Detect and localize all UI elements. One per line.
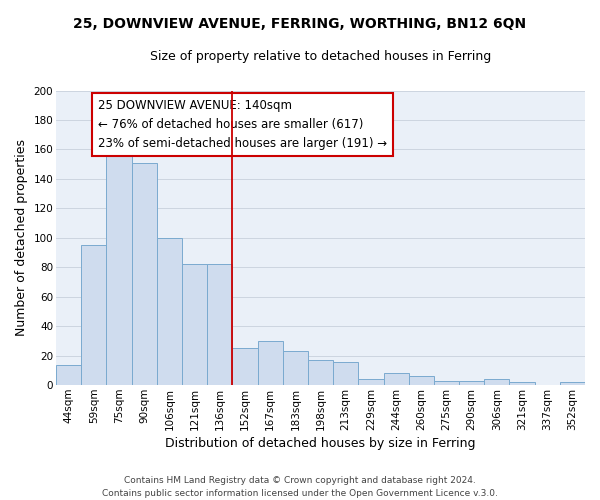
Bar	[308, 360, 333, 385]
Text: 25, DOWNVIEW AVENUE, FERRING, WORTHING, BN12 6QN: 25, DOWNVIEW AVENUE, FERRING, WORTHING, …	[73, 18, 527, 32]
Bar	[131, 162, 157, 385]
Title: Size of property relative to detached houses in Ferring: Size of property relative to detached ho…	[150, 50, 491, 63]
Bar	[358, 380, 383, 385]
Bar	[560, 382, 585, 385]
Text: 25 DOWNVIEW AVENUE: 140sqm
← 76% of detached houses are smaller (617)
23% of sem: 25 DOWNVIEW AVENUE: 140sqm ← 76% of deta…	[98, 100, 388, 150]
Bar	[56, 364, 81, 385]
Bar	[459, 380, 484, 385]
Bar	[333, 362, 358, 385]
Bar	[106, 152, 131, 385]
Bar	[182, 264, 207, 385]
Bar	[383, 374, 409, 385]
Bar	[157, 238, 182, 385]
X-axis label: Distribution of detached houses by size in Ferring: Distribution of detached houses by size …	[165, 437, 476, 450]
Bar	[434, 380, 459, 385]
Text: Contains HM Land Registry data © Crown copyright and database right 2024.
Contai: Contains HM Land Registry data © Crown c…	[102, 476, 498, 498]
Bar	[409, 376, 434, 385]
Bar	[81, 245, 106, 385]
Bar	[232, 348, 257, 385]
Bar	[484, 380, 509, 385]
Bar	[257, 341, 283, 385]
Y-axis label: Number of detached properties: Number of detached properties	[15, 140, 28, 336]
Bar	[509, 382, 535, 385]
Bar	[283, 352, 308, 385]
Bar	[207, 264, 232, 385]
